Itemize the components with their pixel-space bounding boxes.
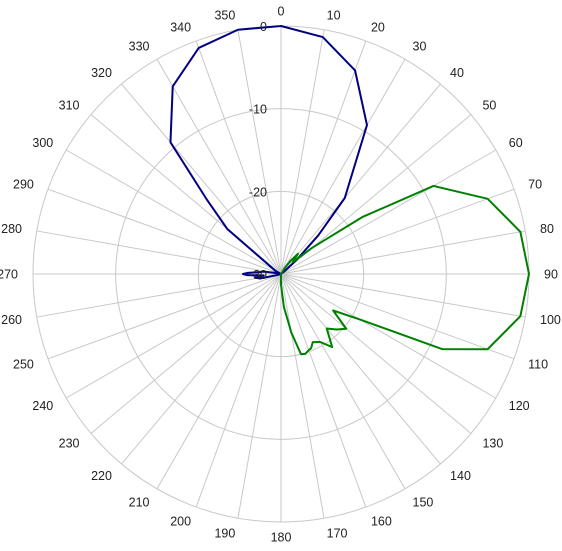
angle-tick-label: 40	[450, 66, 464, 80]
grid-spoke	[47, 188, 282, 275]
grid-spoke	[121, 83, 282, 275]
grid-spoke	[65, 149, 282, 275]
grid-spoke	[195, 273, 282, 508]
angle-tick-label: 330	[129, 40, 150, 54]
series-line-1	[169, 25, 368, 280]
grid-spoke	[280, 273, 441, 465]
grid-spoke	[156, 273, 282, 490]
angle-tick-label: 0	[278, 5, 285, 19]
series-line-2	[280, 184, 530, 356]
angle-tick-label: 190	[214, 527, 235, 541]
angle-tick-label: 110	[528, 357, 548, 371]
radial-tick-label: -30	[249, 268, 267, 282]
grid-spoke	[121, 273, 282, 465]
angle-tick-label: 270	[0, 268, 18, 282]
grid-spoke	[280, 273, 472, 434]
angle-tick-label: 160	[371, 515, 392, 529]
grid-spoke	[280, 40, 367, 275]
angle-tick-label: 80	[540, 222, 554, 236]
grid-spoke	[237, 29, 282, 275]
grid-spoke	[280, 188, 515, 275]
grid-spoke	[280, 273, 515, 360]
grid-spoke	[280, 273, 367, 508]
angle-tick-label: 50	[482, 98, 496, 112]
radial-tick-label: 0	[260, 20, 267, 34]
angle-tick-label: 200	[170, 515, 191, 529]
angle-tick-label: 170	[327, 527, 348, 541]
angle-tick-label: 70	[528, 178, 542, 192]
grid-spoke	[36, 230, 282, 275]
series-layer	[169, 25, 530, 356]
grid-spoke	[280, 230, 526, 275]
angle-tick-label: 310	[59, 98, 80, 112]
grid-spoke	[280, 29, 325, 275]
angle-tick-label: 350	[214, 9, 235, 23]
angle-tick-label: 240	[32, 399, 53, 413]
grid-spoke	[156, 58, 282, 275]
angle-tick-label: 30	[413, 40, 427, 54]
angle-tick-label: 300	[32, 136, 53, 150]
angle-tick-label: 260	[1, 313, 22, 327]
angle-tick-label: 250	[13, 357, 34, 371]
angle-tick-label: 210	[129, 495, 150, 509]
angle-tick-labels: 0 10 20 30 40 50 60 70 80 90 100 110 120 130 140 150 160…	[0, 5, 561, 545]
grid-spoke	[280, 83, 441, 275]
angle-tick-label: 130	[482, 437, 503, 451]
angle-tick-label: 10	[327, 9, 341, 23]
radial-tick-label: -10	[249, 103, 267, 117]
grid-spoke	[280, 58, 406, 275]
grid-spoke	[36, 273, 282, 318]
angle-tick-label: 60	[509, 136, 523, 150]
angle-tick-label: 100	[540, 313, 561, 327]
radial-tick-label: -20	[249, 185, 267, 199]
angle-tick-label: 20	[371, 20, 385, 34]
grid-spoke	[65, 273, 282, 399]
angle-tick-label: 120	[509, 399, 530, 413]
angle-tick-label: 230	[59, 437, 80, 451]
angle-tick-label: 340	[170, 20, 191, 34]
angle-tick-label: 90	[544, 268, 558, 282]
angle-tick-label: 290	[13, 178, 34, 192]
angle-tick-label: 180	[271, 531, 292, 545]
angle-tick-label: 140	[450, 469, 471, 483]
angle-tick-label: 320	[91, 66, 112, 80]
grid-spoke	[280, 149, 497, 275]
angle-tick-label: 280	[1, 222, 22, 236]
grid-spokes	[33, 26, 529, 522]
grid-spoke	[237, 273, 282, 519]
grid-spoke	[90, 273, 282, 434]
angle-tick-label: 150	[413, 495, 434, 509]
grid-spoke	[280, 273, 406, 490]
grid-spoke	[195, 40, 282, 275]
angle-tick-label: 220	[91, 469, 112, 483]
grid-spoke	[280, 273, 526, 318]
grid-spoke	[280, 273, 325, 519]
radial-tick-labels: 0 -10 -20 -30	[249, 20, 267, 282]
grid-spoke	[280, 273, 497, 399]
grid-spoke	[47, 273, 282, 360]
